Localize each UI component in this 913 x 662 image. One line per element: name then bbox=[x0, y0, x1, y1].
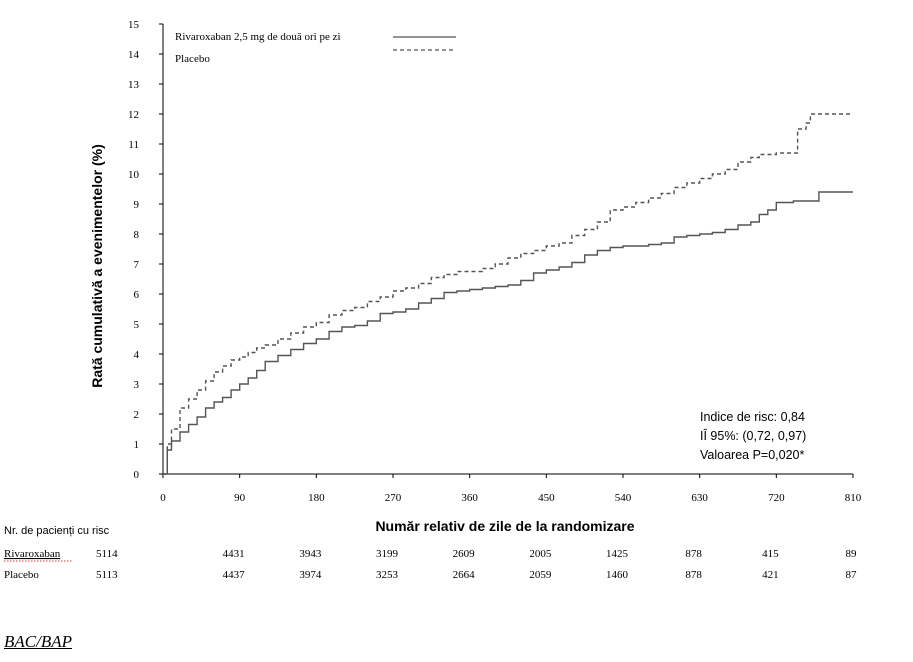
x-tick-label: 630 bbox=[691, 492, 708, 504]
y-tick-label: 5 bbox=[134, 319, 140, 331]
series-line-placebo bbox=[163, 113, 853, 475]
x-tick-label: 0 bbox=[160, 492, 166, 504]
x-tick-label: 450 bbox=[538, 492, 555, 504]
risk-cell: 878 bbox=[685, 569, 702, 581]
risk-cell: 5113 bbox=[96, 569, 118, 581]
risk-cell: 2059 bbox=[529, 569, 552, 581]
x-tick-label: 360 bbox=[461, 492, 478, 504]
risk-row-label-rivaroxaban: Rivaroxaban bbox=[4, 548, 61, 560]
risk-cell: 878 bbox=[685, 548, 702, 560]
risk-table: Nr. de pacienți cu risc Rivaroxaban Plac… bbox=[4, 525, 857, 581]
x-tick-label: 180 bbox=[308, 492, 325, 504]
series-lines bbox=[163, 113, 853, 475]
p-value-text: Valoarea P=0,020* bbox=[700, 448, 804, 462]
y-axis-title: Rată cumulativă a evenimentelor (%) bbox=[89, 144, 105, 388]
legend: Rivaroxaban 2,5 mg de două ori pe zi Pla… bbox=[175, 31, 456, 65]
y-tick-label: 4 bbox=[134, 349, 140, 361]
x-tick-label: 720 bbox=[768, 492, 785, 504]
y-tick-label: 6 bbox=[134, 289, 140, 301]
y-tick-label: 13 bbox=[128, 79, 140, 91]
risk-cell: 3943 bbox=[299, 548, 322, 560]
stats-box: Indice de risc: 0,84 IÎ 95%: (0,72, 0,97… bbox=[700, 410, 806, 462]
footer-link-bac-bap[interactable]: BAC/BAP bbox=[4, 632, 72, 651]
y-tick-label: 1 bbox=[134, 439, 140, 451]
risk-cell: 1460 bbox=[606, 569, 629, 581]
risk-cell: 3974 bbox=[299, 569, 322, 581]
legend-label-rivaroxaban: Rivaroxaban 2,5 mg de două ori pe zi bbox=[175, 31, 341, 43]
risk-row-label-placebo: Placebo bbox=[4, 569, 39, 581]
axes bbox=[162, 24, 853, 475]
risk-cell: 4437 bbox=[223, 569, 246, 581]
y-tick-label: 2 bbox=[134, 409, 140, 421]
risk-cell: 1425 bbox=[606, 548, 629, 560]
risk-cell: 5114 bbox=[96, 548, 118, 560]
risk-cell: 3199 bbox=[376, 548, 399, 560]
y-tick-label: 8 bbox=[134, 229, 140, 241]
risk-table-header: Nr. de pacienți cu risc bbox=[4, 525, 110, 537]
x-tick-label: 810 bbox=[845, 492, 862, 504]
confidence-interval-text: IÎ 95%: (0,72, 0,97) bbox=[700, 428, 806, 443]
risk-cell: 421 bbox=[762, 569, 779, 581]
risk-cell: 2609 bbox=[453, 548, 476, 560]
y-tick-label: 14 bbox=[128, 49, 140, 61]
y-tick-label: 10 bbox=[128, 169, 140, 181]
series-line-rivaroxaban bbox=[163, 191, 853, 475]
risk-cell: 87 bbox=[846, 569, 858, 581]
risk-table-values: 5114 4431 3943 3199 2609 2005 1425 878 415 89 5113… bbox=[96, 548, 857, 581]
x-tick-label: 90 bbox=[234, 492, 246, 504]
x-tick-label: 270 bbox=[385, 492, 402, 504]
y-tick-label: 0 bbox=[134, 469, 140, 481]
x-ticks: 0 90 180 270 360 450 540 630 720 810 bbox=[160, 474, 862, 504]
y-tick-label: 12 bbox=[128, 109, 139, 121]
risk-cell: 2005 bbox=[529, 548, 552, 560]
legend-label-placebo: Placebo bbox=[175, 53, 210, 65]
hazard-ratio-text: Indice de risc: 0,84 bbox=[700, 410, 805, 424]
y-tick-label: 11 bbox=[128, 139, 139, 151]
y-tick-label: 15 bbox=[128, 19, 140, 31]
risk-cell: 4431 bbox=[223, 548, 245, 560]
y-tick-label: 3 bbox=[134, 379, 140, 391]
risk-cell: 89 bbox=[846, 548, 858, 560]
y-tick-label: 9 bbox=[134, 199, 140, 211]
risk-cell: 2664 bbox=[453, 569, 476, 581]
risk-cell: 415 bbox=[762, 548, 779, 560]
y-tick-label: 7 bbox=[134, 259, 140, 271]
x-tick-label: 540 bbox=[615, 492, 632, 504]
x-axis-title: Număr relativ de zile de la randomizare bbox=[375, 518, 634, 534]
risk-cell: 3253 bbox=[376, 569, 399, 581]
